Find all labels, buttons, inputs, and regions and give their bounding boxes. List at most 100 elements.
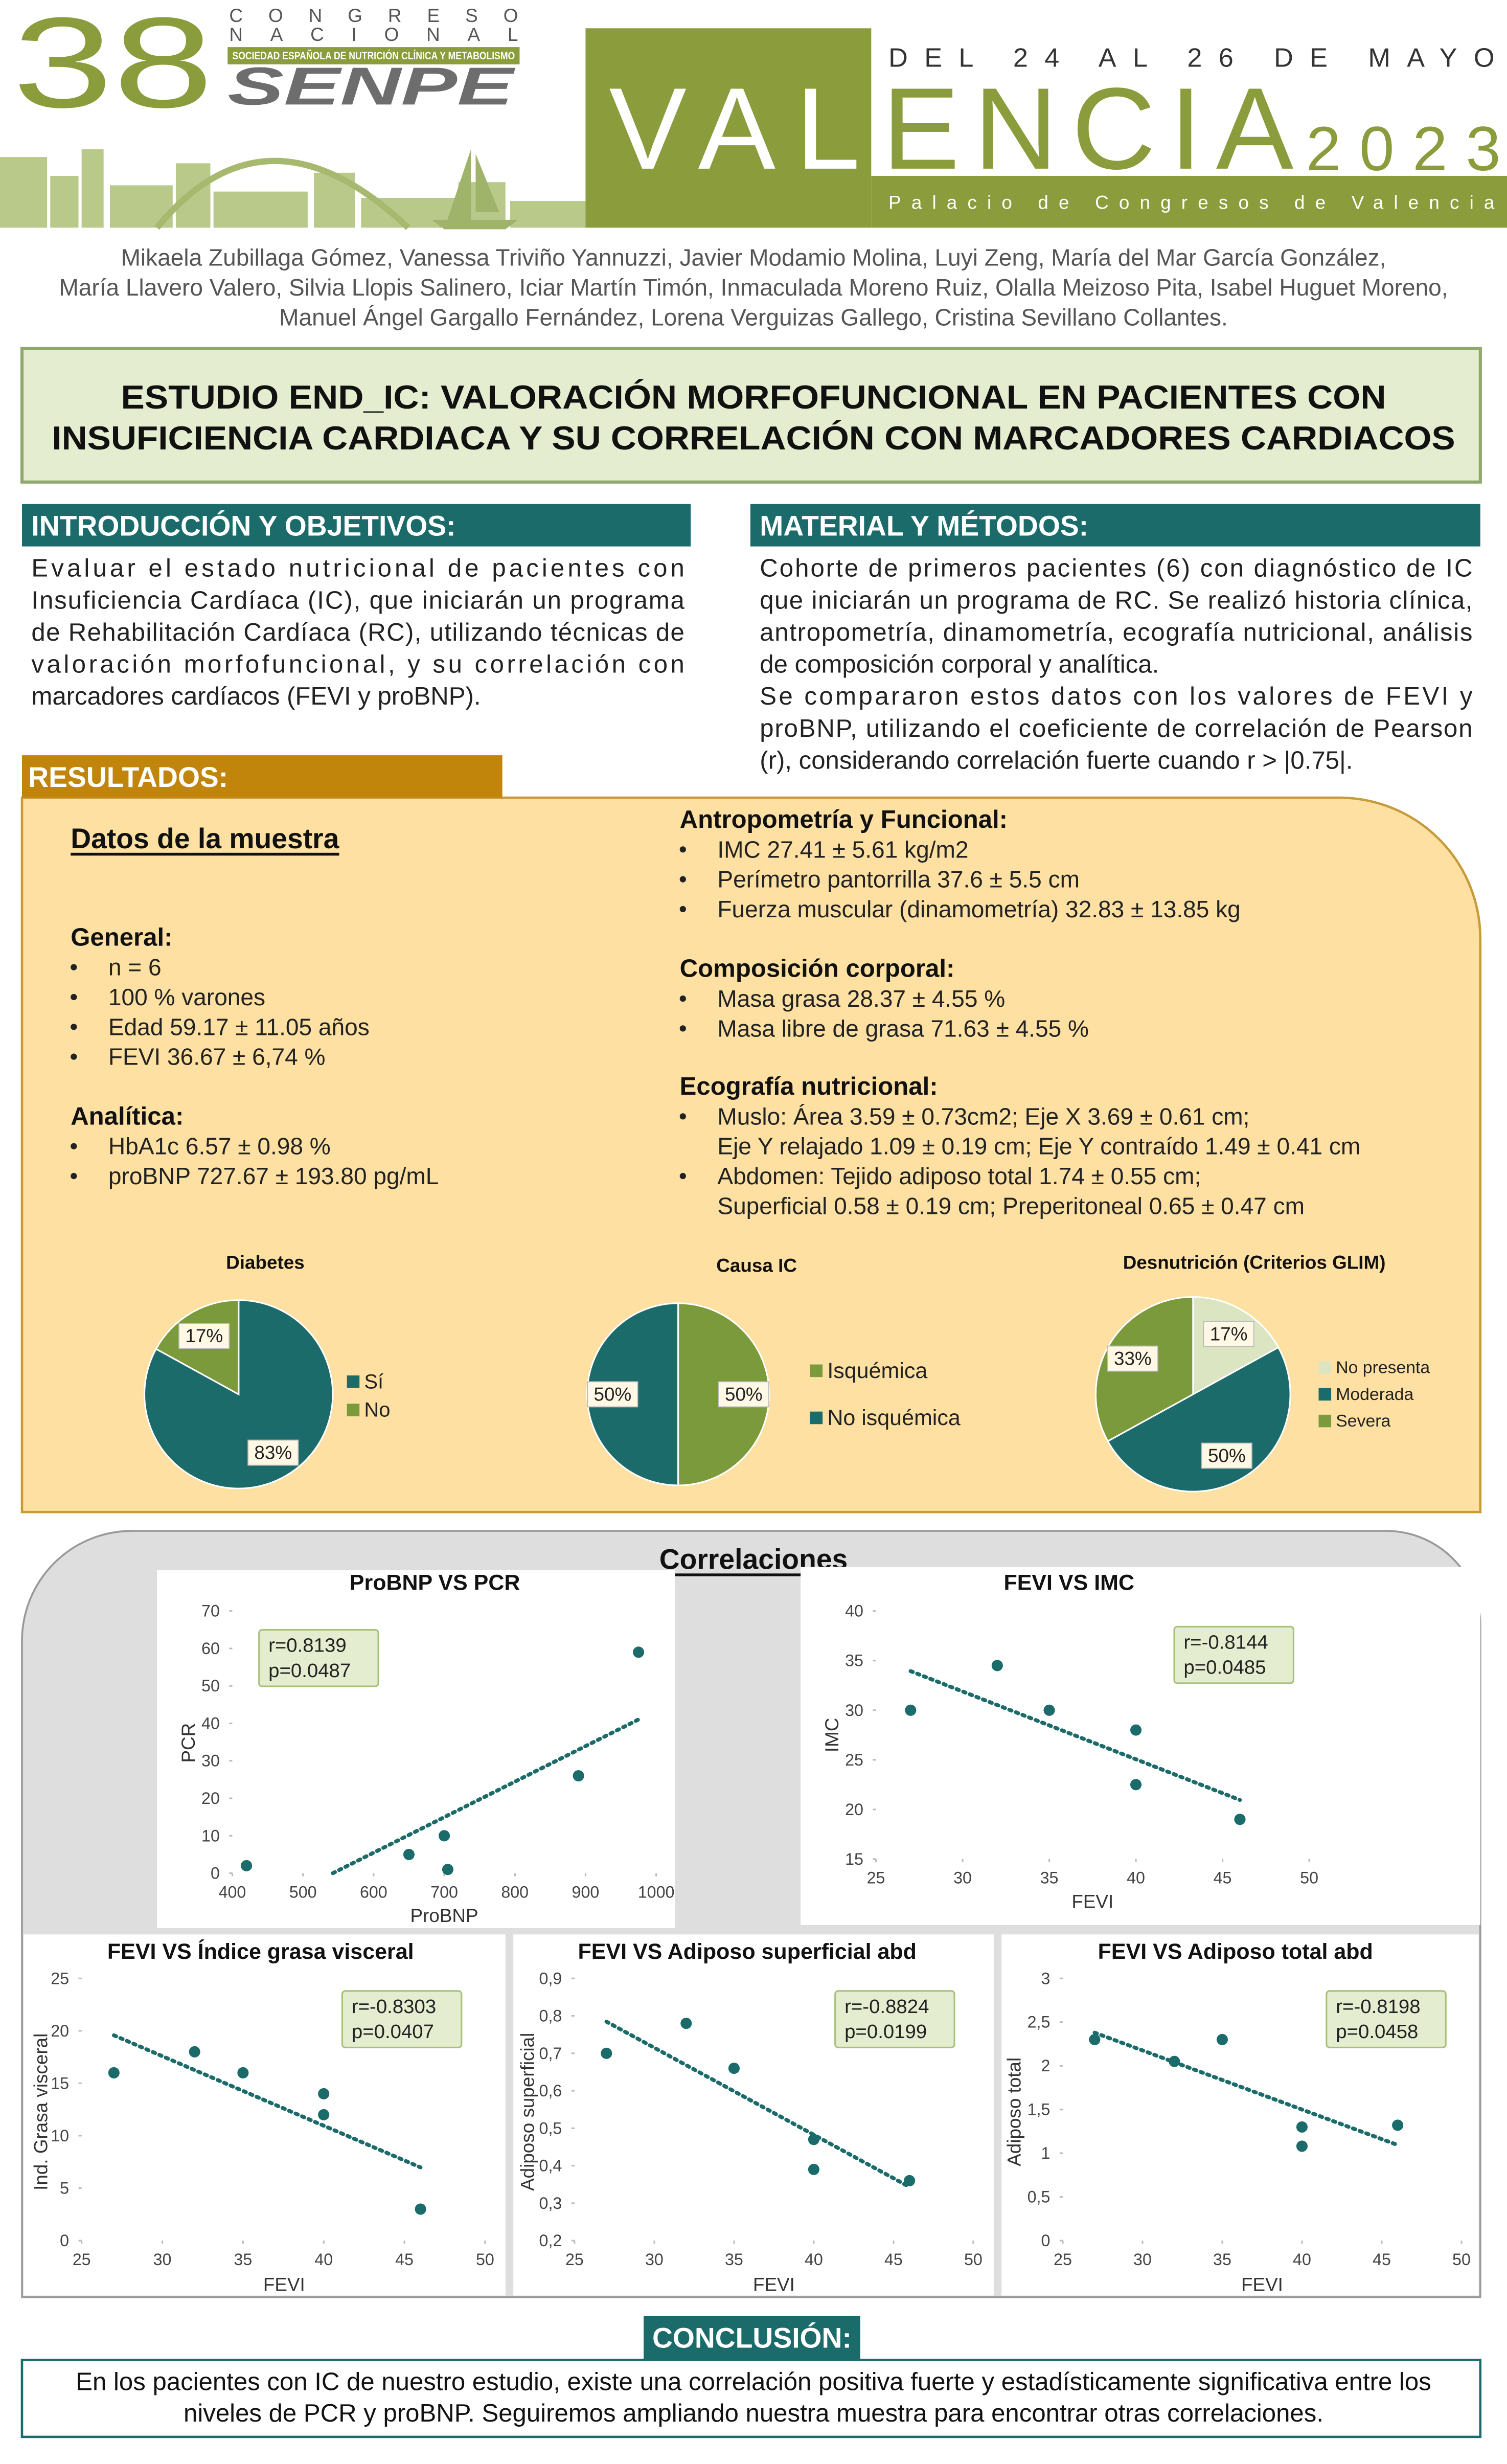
x-tick-label: 900 <box>572 1883 600 1901</box>
results-item: Masa libre de grasa 71.63 ± 4.55 % <box>717 1015 1089 1042</box>
title-box <box>20 347 1482 484</box>
data-point <box>318 2109 330 2120</box>
data-point <box>1392 2119 1404 2131</box>
chart-panel <box>1001 1934 1479 2296</box>
annotation-text: r=-0.8144 <box>1183 1632 1268 1654</box>
poster-title: INSUFICIENCIA CARDIACA Y SU CORRELACIÓN … <box>52 420 1455 457</box>
chart-title: FEVI VS Adiposo total abd <box>1098 1939 1373 1964</box>
section-heading-bg <box>21 504 691 547</box>
results-subheading: Composición corporal: <box>680 955 955 983</box>
x-axis-label: ProBNP <box>410 1905 478 1926</box>
y-axis-label: Ind. Grasa visceral <box>30 2033 51 2190</box>
results-item: Eje Y relajado 1.09 ± 0.19 cm; Eje Y con… <box>717 1133 1360 1160</box>
x-tick-label: 50 <box>964 2250 983 2269</box>
annotation-text: p=0.0199 <box>844 2021 927 2043</box>
data-point <box>189 2046 200 2058</box>
y-tick-label: 40 <box>201 1714 220 1732</box>
body-line: que iniciarán un programa de RC. Se real… <box>760 586 1472 614</box>
x-axis-label: FEVI <box>753 2274 795 2295</box>
data-point <box>904 2175 916 2186</box>
x-tick-label: 25 <box>867 1869 885 1887</box>
pie-title: Desnutrición (Criterios GLIM) <box>1123 1252 1386 1273</box>
y-tick-label: 0,2 <box>539 2231 562 2250</box>
y-tick-label: 15 <box>845 1850 863 1868</box>
data-point <box>1169 2055 1180 2067</box>
x-tick-label: 35 <box>234 2250 252 2269</box>
society-acronym: SENPE <box>227 56 516 116</box>
data-point <box>237 2067 249 2078</box>
x-tick-label: 25 <box>73 2250 91 2269</box>
legend-swatch <box>347 1375 360 1388</box>
data-point <box>633 1646 645 1658</box>
y-tick-label: 0 <box>211 1864 220 1883</box>
bullet <box>71 964 77 970</box>
annotation-box <box>258 1629 379 1687</box>
chart-panel <box>24 1934 506 2296</box>
legend-label: Sí <box>364 1370 383 1393</box>
congress-number: 38 <box>13 0 214 134</box>
x-tick-label: 50 <box>1452 2250 1471 2269</box>
data-point <box>991 1660 1003 1671</box>
bullet <box>679 1025 686 1032</box>
annotation-text: p=0.0407 <box>352 2021 434 2043</box>
x-tick-label: 700 <box>430 1883 458 1901</box>
y-tick-label: 0 <box>60 2231 69 2250</box>
sample-title: Datos de la muestra <box>71 823 339 854</box>
y-tick-label: 10 <box>201 1826 220 1845</box>
y-axis-label: PCR <box>178 1723 199 1763</box>
value-label: 50% <box>725 1384 763 1405</box>
results-item: Perímetro pantorrilla 37.6 ± 5.5 cm <box>717 866 1080 893</box>
results-subheading: General: <box>71 923 172 951</box>
data-point <box>1043 1704 1055 1716</box>
y-axis-label: Adiposo superficial <box>517 2033 538 2191</box>
results-item: proBNP 727.67 ± 193.80 pg/mL <box>108 1163 439 1189</box>
y-tick-label: 40 <box>845 1602 863 1620</box>
y-tick-label: 25 <box>51 1969 69 1987</box>
annotation-text: r=-0.8303 <box>352 1996 436 2018</box>
x-axis-label: FEVI <box>1071 1891 1113 1912</box>
section-heading: MATERIAL Y MÉTODOS: <box>760 510 1088 542</box>
data-point <box>241 1860 253 1871</box>
author-line: María Llavero Valero, Silvia Llopis Sali… <box>59 274 1448 301</box>
x-tick-label: 45 <box>1214 1869 1232 1887</box>
y-tick-label: 3 <box>1041 1969 1050 1987</box>
conclusion-line: niveles de PCR y proBNP. Seguiremos ampl… <box>184 2400 1323 2427</box>
body-line: Cohorte de primeros pacientes (6) con di… <box>760 555 1472 582</box>
data-point <box>1296 2140 1308 2152</box>
society-name: SOCIEDAD ESPAÑOLA DE NUTRICIÓN CLÍNICA Y… <box>232 49 515 62</box>
body-line: marcadores cardíacos (FEVI y proBNP). <box>31 683 481 710</box>
data-point <box>808 2134 819 2145</box>
bullet <box>71 1053 77 1060</box>
y-tick-label: 2,5 <box>1028 2013 1051 2031</box>
legend-swatch <box>810 1411 823 1425</box>
x-tick-label: 30 <box>953 1869 972 1887</box>
results-item: Superficial 0.58 ± 0.19 cm; Preperitonea… <box>717 1192 1305 1219</box>
x-tick-label: 800 <box>501 1883 529 1901</box>
legend-swatch <box>1318 1388 1332 1401</box>
legend-label: Isquémica <box>827 1359 927 1383</box>
x-tick-label: 40 <box>1293 2250 1311 2269</box>
x-tick-label: 30 <box>1133 2250 1152 2269</box>
skyline <box>81 149 104 228</box>
data-point <box>601 2047 612 2059</box>
results-item: FEVI 36.67 ± 6,74 % <box>108 1044 326 1070</box>
author-line: Manuel Ángel Gargallo Fernández, Lorena … <box>279 304 1228 330</box>
trendline <box>331 1717 641 1875</box>
data-point <box>1296 2121 1308 2133</box>
results-item: n = 6 <box>108 954 162 981</box>
data-point <box>108 2067 120 2078</box>
body-line: proBNP, utilizando el coeficiente de cor… <box>760 715 1472 742</box>
bullet <box>71 1172 77 1180</box>
legend-label: No presenta <box>1336 1358 1430 1377</box>
x-tick-label: 400 <box>219 1883 246 1901</box>
results-subheading: Ecografía nutricional: <box>680 1073 938 1100</box>
chart-title: ProBNP VS PCR <box>350 1570 520 1595</box>
pie-title: Causa IC <box>716 1255 797 1276</box>
data-point <box>573 1770 584 1782</box>
author-line: Mikaela Zubillaga Gómez, Vanessa Triviño… <box>121 244 1386 271</box>
x-axis-label: FEVI <box>1241 2274 1283 2295</box>
section-heading: INTRODUCCIÓN Y OBJETIVOS: <box>31 510 455 542</box>
y-tick-label: 70 <box>201 1602 220 1620</box>
bullet <box>679 846 686 853</box>
